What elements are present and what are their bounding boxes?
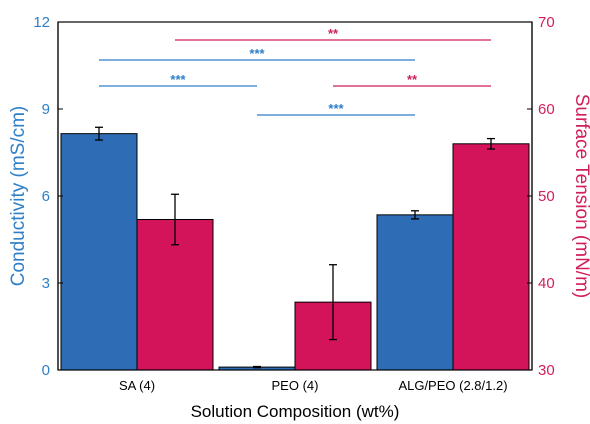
x-tick-label: PEO (4) [272,378,319,393]
bar-right-2 [452,143,530,371]
right-tick-label: 30 [538,362,555,379]
significance-label: ** [328,26,339,41]
right-tick-label: 50 [538,188,555,205]
x-axis-title: Solution Composition (wt%) [191,402,400,421]
significance-label: *** [328,101,344,116]
left-tick-label: 3 [42,275,50,292]
significance-label: *** [170,72,186,87]
left-axis-title: Conductivity (mS/cm) [8,106,29,287]
right-tick-label: 40 [538,275,555,292]
x-tick-label: ALG/PEO (2.8/1.2) [398,378,507,393]
significance-label: ** [407,72,418,87]
bar-left-2 [376,214,454,371]
significance-layer: ************* [99,26,491,116]
ticks: 0 3 6 9 12 30 40 50 60 70 SA (4) PEO (4) ALG/PEO (2.… [33,14,554,393]
right-axis-title: Surface Tension (mN/m) [571,94,590,299]
left-tick-label: 12 [33,14,50,31]
bar-left-0 [60,133,138,371]
left-tick-label: 0 [42,362,50,379]
left-tick-label: 6 [42,188,50,205]
significance-label: *** [249,46,265,61]
right-tick-label: 70 [538,14,555,31]
left-tick-label: 9 [42,101,50,118]
right-tick-label: 60 [538,101,555,118]
bars [60,126,530,371]
x-tick-label: SA (4) [119,378,155,393]
